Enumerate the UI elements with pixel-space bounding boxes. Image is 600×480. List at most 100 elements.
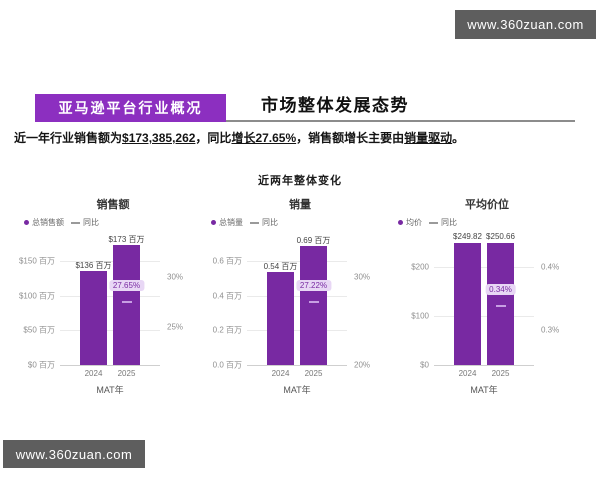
bar-2025 (113, 245, 140, 365)
secondary-axis-tick-label: 25% (167, 322, 184, 332)
plot-row: $150 百万 $100 百万 $50 百万 $0 百万 MAT年 $136 百万 20… (19, 235, 202, 395)
x-axis-tick-label: 2025 (117, 369, 136, 378)
watermark-url: www.360zuan.com (15, 446, 133, 462)
line-series-swatch-icon (429, 221, 438, 224)
summary-prefix: 近一年行业销售额为 (14, 131, 123, 145)
watermark-url: www.360zuan.com (467, 17, 584, 32)
chart-title: 平均价位 (465, 199, 509, 211)
chart-title: 销量 (289, 199, 311, 211)
secondary-axis-tick-label: 30% (167, 272, 184, 282)
secondary-axis-tick-label: 20% (354, 360, 371, 370)
y-axis-tick-label: $100 (411, 311, 429, 321)
plot-row: $200 $100 $0 MAT年 $249.82 2024 $250.66 2025 0.… (398, 232, 576, 395)
bar-series-label: 总销售额 (32, 218, 64, 227)
gridline (434, 267, 534, 269)
line-series-label: 同比 (441, 218, 457, 227)
y-axis-tick-label: $200 (411, 262, 429, 272)
chart-title: 销售额 (96, 199, 130, 211)
x-axis-title: MAT年 (283, 385, 311, 395)
gridline (434, 365, 534, 366)
y-axis-tick-label: $0 (420, 360, 429, 370)
bar-value-label: 0.54 百万 (263, 261, 298, 271)
y-axis-tick-label: $0 百万 (27, 360, 55, 370)
bar-series-label: 总销量 (219, 218, 243, 227)
summary-sales-value: $173,385,262 (122, 131, 196, 145)
y-axis-tick-label: $150 百万 (18, 256, 55, 266)
gridline (247, 261, 347, 263)
gridline (247, 365, 347, 366)
x-axis-title: MAT年 (96, 385, 124, 395)
x-axis-tick-label: 2025 (491, 369, 510, 378)
summary-growth-value: 增长27.65% (231, 131, 297, 145)
x-axis-tick-label: 2025 (304, 369, 323, 378)
section-badge: 亚马逊平台行业概况 (35, 94, 226, 122)
summary-driver: 销量驱动 (404, 131, 453, 145)
bar-2024 (454, 242, 481, 365)
bar-2025 (487, 242, 514, 365)
plot-area: MAT年 0.54 百万 2024 0.69 百万 2025 27.22% (247, 236, 347, 395)
section-badge-label: 亚马逊平台行业概况 (58, 100, 203, 116)
gridline (60, 261, 160, 263)
y-axis-tick-label: 0.2 百万 (212, 325, 242, 335)
plot-area: MAT年 $136 百万 2024 $173 百万 2025 27.65% (60, 235, 160, 395)
chart-legend: 均价 同比 (398, 216, 576, 229)
x-axis-title: MAT年 (470, 385, 498, 395)
bar-2025 (300, 245, 327, 365)
gridline (247, 330, 347, 332)
summary-suffix: 。 (452, 131, 465, 145)
x-axis-tick-label: 2024 (84, 369, 103, 378)
bar-value-label: $249.82 (453, 231, 482, 241)
chart-sales-amount: 销售额 总销售额 同比 $150 百万 $100 百万 $50 百万 $0 百万 MA… (19, 196, 202, 395)
yoy-value-pill: 27.65% (108, 279, 145, 291)
y-axis-tick-label: $100 百万 (18, 291, 55, 301)
line-series-swatch-icon (250, 221, 259, 224)
yoy-value-pill: 0.34% (485, 284, 516, 296)
x-axis-tick-label: 2024 (458, 369, 477, 378)
summary-mid1: ，同比 (195, 131, 232, 145)
chart-sales-volume: 销量 总销量 同比 0.6 百万 0.4 百万 0.2 百万 0.0 百万 MAT年 … (211, 196, 389, 395)
bar-value-label: $173 百万 (108, 235, 145, 245)
page-title: 市场整体发展态势 (261, 96, 409, 115)
y-axis-left: $200 $100 $0 (398, 237, 434, 370)
summary-text: 近一年行业销售额为$173,385,262，同比增长27.65%，销售额增长主要… (14, 131, 592, 146)
bar-series-swatch-icon (398, 220, 403, 225)
yoy-marker (495, 305, 506, 308)
y-axis-right: 0.4% 0.3% (534, 237, 574, 365)
chart-average-price: 平均价位 均价 同比 $200 $100 $0 MAT年 $249.82 2024 $2… (398, 196, 576, 395)
watermark-badge-top: www.360zuan.com (455, 10, 596, 39)
chart-legend: 总销售额 同比 (24, 216, 202, 229)
bar-2024 (267, 271, 294, 365)
secondary-axis-tick-label: 30% (354, 272, 371, 282)
yoy-marker (121, 300, 132, 303)
gridline (60, 330, 160, 332)
bar-series-swatch-icon (24, 220, 29, 225)
plot-row: 0.6 百万 0.4 百万 0.2 百万 0.0 百万 MAT年 0.54 百万 202… (211, 236, 389, 395)
gridline (434, 316, 534, 318)
gridline (60, 295, 160, 297)
bar-series-swatch-icon (211, 220, 216, 225)
watermark-badge-bottom: www.360zuan.com (3, 440, 145, 468)
charts-section-title: 近两年整体变化 (258, 175, 342, 187)
summary-mid2: ，销售额增长主要由 (296, 131, 405, 145)
bar-2024 (80, 270, 107, 365)
y-axis-right: 30% 25% (160, 237, 200, 365)
y-axis-left: 0.6 百万 0.4 百万 0.2 百万 0.0 百万 (211, 237, 247, 370)
charts-row: 销售额 总销售额 同比 $150 百万 $100 百万 $50 百万 $0 百万 MA… (19, 196, 576, 395)
y-axis-tick-label: 0.4 百万 (212, 291, 242, 301)
header-divider (226, 120, 575, 122)
yoy-marker (308, 301, 319, 304)
bar-series-label: 均价 (406, 218, 422, 227)
line-series-label: 同比 (262, 218, 278, 227)
line-series-swatch-icon (71, 221, 80, 224)
y-axis-right: 30% 20% (347, 237, 387, 369)
secondary-axis-tick-label: 0.3% (541, 325, 560, 335)
bar-value-label: $250.66 (486, 231, 515, 241)
x-axis-tick-label: 2024 (271, 369, 290, 378)
y-axis-tick-label: $50 百万 (23, 325, 55, 335)
y-axis-left: $150 百万 $100 百万 $50 百万 $0 百万 (19, 237, 60, 370)
y-axis-tick-label: 0.0 百万 (212, 360, 242, 370)
plot-area: MAT年 $249.82 2024 $250.66 2025 0.34% (434, 232, 534, 395)
line-series-label: 同比 (83, 218, 99, 227)
y-axis-tick-label: 0.6 百万 (212, 256, 242, 266)
gridline (247, 295, 347, 297)
